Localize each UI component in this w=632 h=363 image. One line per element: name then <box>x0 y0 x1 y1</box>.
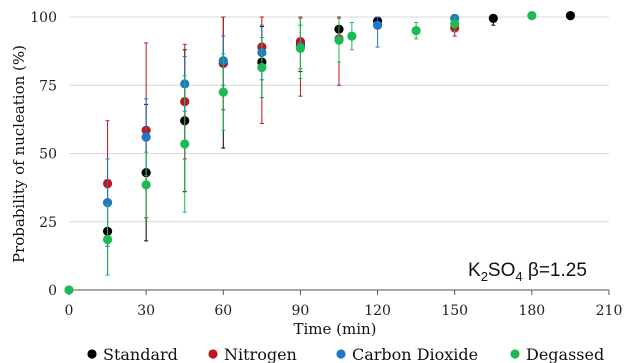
y-tick-label-100: 100 <box>30 10 57 26</box>
degassed-point <box>102 234 113 245</box>
degassed-point <box>218 87 228 97</box>
degassed-point <box>180 139 190 149</box>
legend-marker-degassed <box>510 349 520 359</box>
y-tick-label-75: 75 <box>39 78 57 94</box>
degassed-point <box>295 43 306 53</box>
legend: Standard Nitrogen Carbon Dioxide Degassed <box>87 345 604 363</box>
degassed-point <box>527 11 537 21</box>
series-nitrogen <box>102 16 460 247</box>
legend-marker-carbon-dioxide <box>336 349 346 359</box>
degassed-point <box>450 19 460 29</box>
degassed-point <box>141 180 151 190</box>
degassed-point <box>334 35 344 45</box>
carbon-dioxide-point <box>102 198 113 208</box>
chart-annotation: K2SO4 β=1.25 <box>468 260 587 284</box>
series-degassed <box>64 11 537 295</box>
standard-point <box>565 11 576 21</box>
x-tick-label-210: 210 <box>596 303 623 319</box>
x-tick-label-60: 60 <box>214 303 232 319</box>
y-tick-label-0: 0 <box>48 283 57 299</box>
x-axis-title: Time (min) <box>293 320 376 338</box>
degassed-point <box>347 31 357 41</box>
x-axis-ticks: 0 30 60 90 120 150 180 210 <box>65 290 623 319</box>
carbon-dioxide-point <box>141 132 151 142</box>
degassed-point <box>64 285 74 295</box>
y-axis-ticks: 0 25 50 75 100 <box>30 10 57 299</box>
legend-label-nitrogen: Nitrogen <box>224 345 297 363</box>
degassed-point <box>257 62 267 73</box>
x-tick-label-180: 180 <box>518 303 545 319</box>
series-carbon-dioxide <box>102 13 460 247</box>
y-axis-title: Probability of nucleation (%) <box>10 45 28 263</box>
plot-area <box>64 11 576 295</box>
legend-marker-standard <box>87 349 97 359</box>
x-tick-label-90: 90 <box>292 303 310 319</box>
x-tick-label-150: 150 <box>441 303 468 319</box>
legend-marker-nitrogen <box>208 349 218 359</box>
carbon-dioxide-point <box>372 20 383 30</box>
legend-label-standard: Standard <box>103 345 178 363</box>
legend-label-carbon-dioxide: Carbon Dioxide <box>352 345 478 363</box>
x-tick-label-0: 0 <box>65 303 74 319</box>
x-tick-label-120: 120 <box>364 303 391 319</box>
standard-point <box>488 13 498 23</box>
x-tick-label-30: 30 <box>137 303 155 319</box>
legend-label-degassed: Degassed <box>526 345 604 363</box>
degassed-point <box>411 26 421 36</box>
y-tick-label-50: 50 <box>39 147 57 163</box>
y-tick-label-25: 25 <box>39 215 57 231</box>
